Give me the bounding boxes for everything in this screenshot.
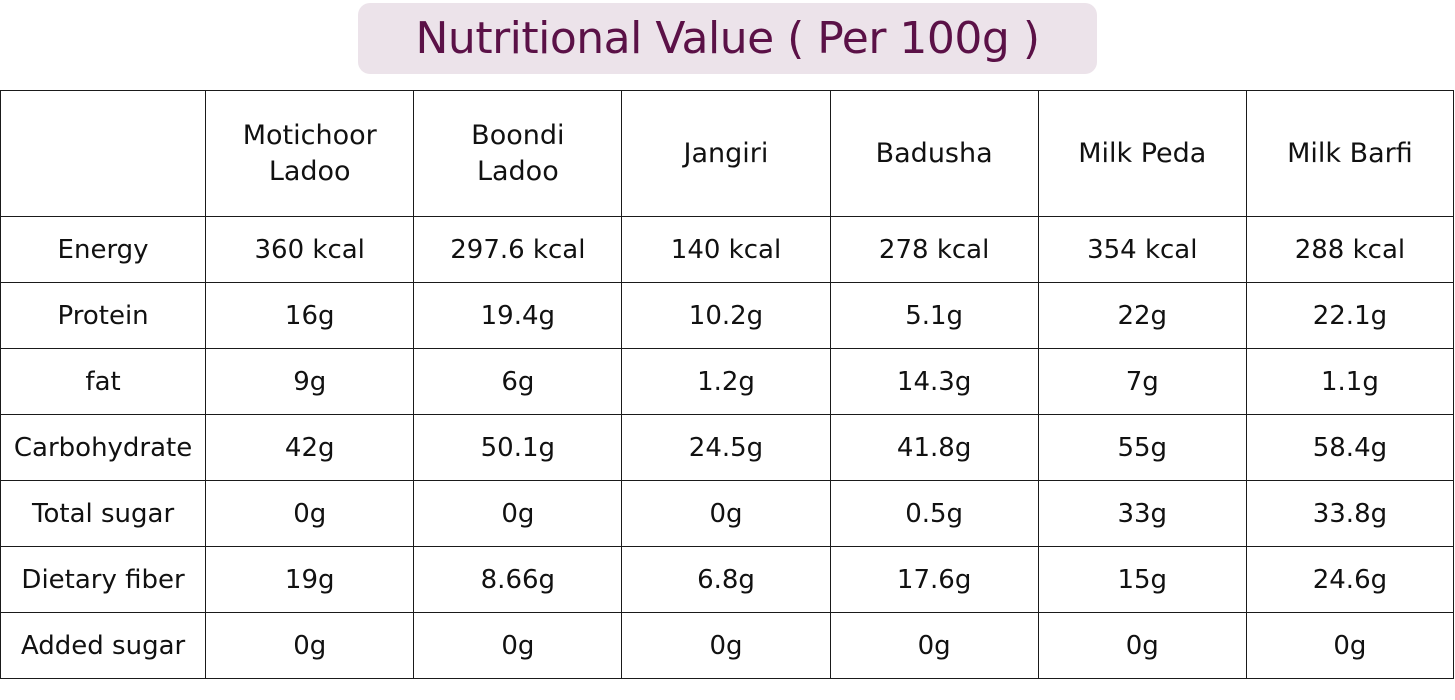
table-cell: 5.1g xyxy=(829,282,1039,349)
column-header-label: Badusha xyxy=(875,137,993,169)
table-cell: 10.2g xyxy=(621,282,831,349)
table-cell: 0g xyxy=(205,612,415,679)
table-cell: 0g xyxy=(1245,612,1455,679)
table-cell: 0g xyxy=(621,480,831,547)
table-cell: 6.8g xyxy=(621,546,831,613)
table-cell: 16g xyxy=(205,282,415,349)
table-cell: 50.1g xyxy=(413,414,623,481)
row-label: fat xyxy=(0,348,207,415)
table-cell: 360 kcal xyxy=(205,216,415,283)
nutrition-table: Motichoor Ladoo Boondi Ladoo Jangiri Bad… xyxy=(0,90,1455,679)
table-cell: 0g xyxy=(621,612,831,679)
table-cell: 297.6 kcal xyxy=(413,216,623,283)
row-label: Energy xyxy=(0,216,207,283)
corner-cell xyxy=(0,90,207,217)
table-row: Total sugar 0g 0g 0g 0.5g 33g 33.8g xyxy=(0,480,1455,547)
column-header-label: Jangiri xyxy=(683,137,769,169)
table-row: Energy 360 kcal 297.6 kcal 140 kcal 278 … xyxy=(0,216,1455,283)
table-cell: 22g xyxy=(1037,282,1247,349)
row-label: Protein xyxy=(0,282,207,349)
column-header: Jangiri xyxy=(621,90,831,217)
table-row: fat 9g 6g 1.2g 14.3g 7g 1.1g xyxy=(0,348,1455,415)
table-cell: 19g xyxy=(205,546,415,613)
table-cell: 0g xyxy=(1037,612,1247,679)
column-header-label: Boondi Ladoo xyxy=(471,119,565,187)
table-cell: 354 kcal xyxy=(1037,216,1247,283)
table-cell: 0g xyxy=(205,480,415,547)
column-header: Milk Barfi xyxy=(1245,90,1455,217)
table-cell: 22.1g xyxy=(1245,282,1455,349)
table-cell: 55g xyxy=(1037,414,1247,481)
title-banner: Nutritional Value ( Per 100g ) xyxy=(358,3,1097,74)
table-cell: 6g xyxy=(413,348,623,415)
table-cell: 1.1g xyxy=(1245,348,1455,415)
column-header: Boondi Ladoo xyxy=(413,90,623,217)
table-cell: 278 kcal xyxy=(829,216,1039,283)
page-title: Nutritional Value ( Per 100g ) xyxy=(415,13,1040,64)
table-cell: 140 kcal xyxy=(621,216,831,283)
row-label: Total sugar xyxy=(0,480,207,547)
table-cell: 1.2g xyxy=(621,348,831,415)
table-row: Added sugar 0g 0g 0g 0g 0g 0g xyxy=(0,612,1455,679)
column-header-label: Milk Barfi xyxy=(1287,137,1413,169)
table-cell: 24.6g xyxy=(1245,546,1455,613)
table-cell: 0.5g xyxy=(829,480,1039,547)
table-cell: 0g xyxy=(829,612,1039,679)
row-label: Dietary fiber xyxy=(0,546,207,613)
table-row: Protein 16g 19.4g 10.2g 5.1g 22g 22.1g xyxy=(0,282,1455,349)
table-cell: 288 kcal xyxy=(1245,216,1455,283)
column-header: Motichoor Ladoo xyxy=(205,90,415,217)
row-label: Added sugar xyxy=(0,612,207,679)
table-cell: 33g xyxy=(1037,480,1247,547)
table-cell: 0g xyxy=(413,612,623,679)
table-cell: 7g xyxy=(1037,348,1247,415)
table-cell: 33.8g xyxy=(1245,480,1455,547)
table-cell: 17.6g xyxy=(829,546,1039,613)
table-cell: 41.8g xyxy=(829,414,1039,481)
table-cell: 8.66g xyxy=(413,546,623,613)
column-header: Milk Peda xyxy=(1037,90,1247,217)
table-row: Dietary fiber 19g 8.66g 6.8g 17.6g 15g 2… xyxy=(0,546,1455,613)
row-label: Carbohydrate xyxy=(0,414,207,481)
table-cell: 19.4g xyxy=(413,282,623,349)
table-cell: 42g xyxy=(205,414,415,481)
table-cell: 14.3g xyxy=(829,348,1039,415)
table-cell: 24.5g xyxy=(621,414,831,481)
table-row: Carbohydrate 42g 50.1g 24.5g 41.8g 55g 5… xyxy=(0,414,1455,481)
column-header-label: Motichoor Ladoo xyxy=(242,119,377,187)
table-cell: 58.4g xyxy=(1245,414,1455,481)
column-header-label: Milk Peda xyxy=(1078,137,1207,169)
table-cell: 15g xyxy=(1037,546,1247,613)
table-cell: 0g xyxy=(413,480,623,547)
header-row: Motichoor Ladoo Boondi Ladoo Jangiri Bad… xyxy=(0,90,1455,217)
table-cell: 9g xyxy=(205,348,415,415)
column-header: Badusha xyxy=(829,90,1039,217)
